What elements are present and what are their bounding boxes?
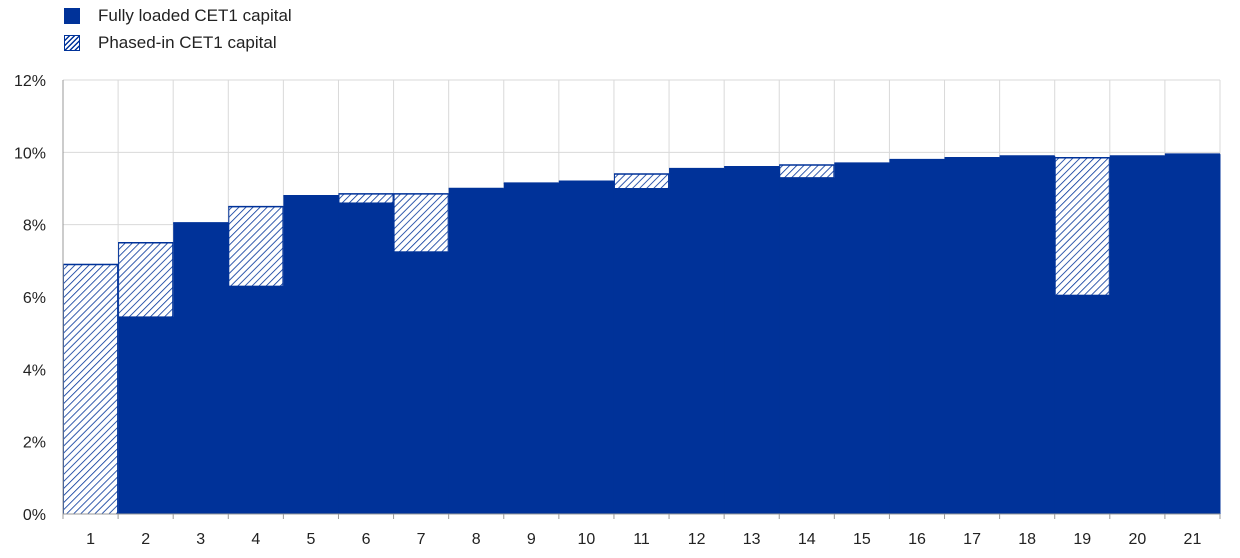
x-tick-label: 13	[743, 531, 761, 548]
x-tick-label: 4	[251, 531, 260, 548]
y-tick-label: 12%	[14, 73, 46, 90]
x-tick-label: 9	[527, 531, 536, 548]
x-tick-label: 17	[963, 531, 981, 548]
bar-fully-loaded	[283, 195, 339, 514]
x-tick-label: 6	[362, 531, 371, 548]
bar-phased-in	[338, 193, 394, 204]
bar-fully-loaded	[834, 163, 890, 514]
bar-fully-loaded	[613, 188, 670, 514]
bar-phased-in	[779, 164, 835, 179]
bar-phased-in	[613, 173, 670, 190]
x-tick-label: 5	[306, 531, 315, 548]
bar-fully-loaded	[448, 188, 505, 514]
legend-label-fully-loaded: Fully loaded CET1 capital	[98, 5, 292, 25]
x-tick-label: 12	[688, 531, 706, 548]
x-tick-label: 20	[1128, 531, 1146, 548]
x-tick-label: 8	[472, 531, 481, 548]
bar-phased-in	[118, 242, 174, 318]
x-tick-label: 3	[196, 531, 205, 548]
bar-fully-loaded	[503, 183, 560, 514]
bar-phased-in	[1054, 157, 1110, 296]
x-tick-label: 18	[1018, 531, 1036, 548]
bar-fully-loaded	[999, 155, 1056, 514]
bar-fully-loaded	[944, 157, 1001, 514]
bar-fully-loaded	[1054, 295, 1111, 514]
x-tick-label: 14	[798, 531, 816, 548]
bars	[63, 153, 1221, 515]
legend-swatch-solid	[64, 7, 80, 24]
bar-fully-loaded	[118, 316, 174, 514]
bar-fully-loaded	[393, 251, 450, 514]
bar-fully-loaded	[1164, 154, 1221, 514]
bar-fully-loaded	[1109, 155, 1166, 514]
bar-fully-loaded	[889, 159, 946, 515]
y-tick-label: 4%	[23, 362, 46, 379]
legend-item-fully-loaded: Fully loaded CET1 capital	[64, 2, 292, 29]
x-tick-label: 19	[1073, 531, 1091, 548]
y-tick-label: 6%	[23, 290, 46, 307]
x-tick-label: 21	[1184, 531, 1202, 548]
bar-phased-in	[63, 263, 119, 515]
bar-phased-in	[393, 193, 449, 253]
legend-item-phased-in: Phased-in CET1 capital	[64, 29, 292, 56]
x-tick-label: 16	[908, 531, 926, 548]
x-tick-label: 2	[141, 531, 150, 548]
bar-fully-loaded	[779, 177, 835, 514]
y-tick-label: 0%	[23, 507, 46, 524]
x-tick-label: 10	[578, 531, 596, 548]
x-tick-label: 11	[633, 531, 650, 548]
x-tick-label: 7	[417, 531, 426, 548]
bar-fully-loaded	[338, 202, 395, 514]
x-tick-label: 15	[853, 531, 871, 548]
axes: 0%2%4%6%8%10%12%1 2 3 4 5 6 7 8 9 10 11 12 13 14 15 16 1…	[14, 73, 1221, 548]
chart-legend: Fully loaded CET1 capital Phased-in CET1…	[64, 2, 292, 56]
y-tick-label: 10%	[14, 145, 46, 162]
bar-fully-loaded	[669, 168, 725, 514]
y-tick-label: 8%	[23, 218, 46, 235]
bar-fully-loaded	[173, 222, 229, 514]
legend-swatch-hatched	[64, 34, 80, 51]
legend-label-phased-in: Phased-in CET1 capital	[98, 32, 277, 52]
bar-fully-loaded	[228, 286, 284, 514]
x-tick-label: 1	[86, 531, 95, 548]
y-tick-label: 2%	[23, 435, 46, 452]
bar-fully-loaded	[558, 181, 615, 514]
bar-phased-in	[228, 206, 284, 287]
bar-fully-loaded	[724, 166, 780, 515]
